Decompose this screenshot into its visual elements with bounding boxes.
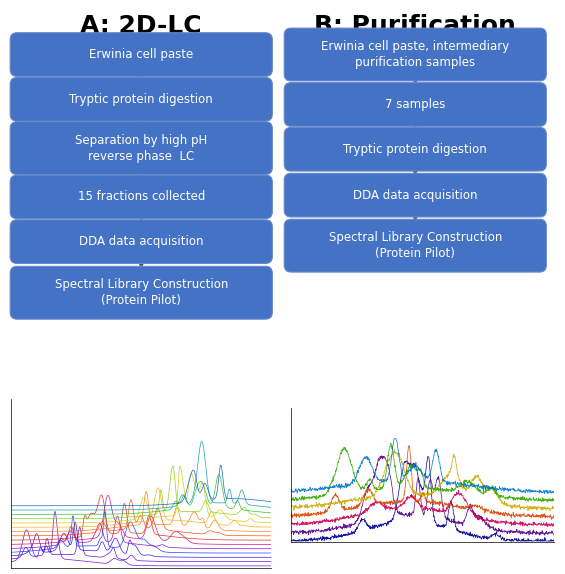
Text: A: 2D-LC: A: 2D-LC <box>80 14 202 38</box>
FancyBboxPatch shape <box>10 122 272 174</box>
FancyBboxPatch shape <box>10 33 272 76</box>
Text: Tryptic protein digestion: Tryptic protein digestion <box>344 143 487 156</box>
Text: Spectral Library Construction
(Protein Pilot): Spectral Library Construction (Protein P… <box>55 278 228 307</box>
Text: 15 fractions collected: 15 fractions collected <box>77 191 205 203</box>
FancyBboxPatch shape <box>10 77 272 121</box>
FancyBboxPatch shape <box>10 220 272 263</box>
Text: Separation by high pH
reverse phase  LC: Separation by high pH reverse phase LC <box>75 134 207 162</box>
Text: 7 samples: 7 samples <box>385 98 445 111</box>
FancyBboxPatch shape <box>284 83 546 126</box>
FancyBboxPatch shape <box>284 219 546 272</box>
Text: Tryptic protein digestion: Tryptic protein digestion <box>69 93 213 106</box>
Text: Erwinia cell paste: Erwinia cell paste <box>89 48 193 61</box>
FancyBboxPatch shape <box>10 266 272 319</box>
Text: B: Purification: B: Purification <box>314 14 516 38</box>
FancyBboxPatch shape <box>10 175 272 219</box>
Text: Spectral Library Construction
(Protein Pilot): Spectral Library Construction (Protein P… <box>329 231 502 260</box>
Text: DDA data acquisition: DDA data acquisition <box>353 189 477 201</box>
FancyBboxPatch shape <box>284 28 546 81</box>
Text: DDA data acquisition: DDA data acquisition <box>79 235 203 248</box>
FancyBboxPatch shape <box>284 173 546 217</box>
Text: Erwinia cell paste, intermediary
purification samples: Erwinia cell paste, intermediary purific… <box>321 40 510 69</box>
FancyBboxPatch shape <box>284 127 546 171</box>
